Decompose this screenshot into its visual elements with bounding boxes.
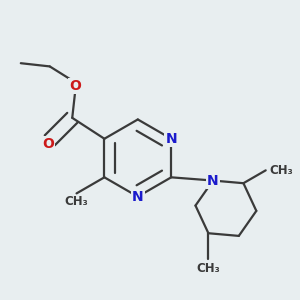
Text: CH₃: CH₃ — [269, 164, 293, 177]
Text: CH₃: CH₃ — [196, 262, 220, 275]
Text: CH₃: CH₃ — [65, 195, 88, 208]
Text: O: O — [70, 79, 81, 93]
Text: N: N — [207, 173, 219, 188]
Text: N: N — [207, 173, 219, 188]
Text: N: N — [132, 190, 144, 204]
Text: O: O — [42, 137, 54, 151]
Text: N: N — [165, 132, 177, 146]
